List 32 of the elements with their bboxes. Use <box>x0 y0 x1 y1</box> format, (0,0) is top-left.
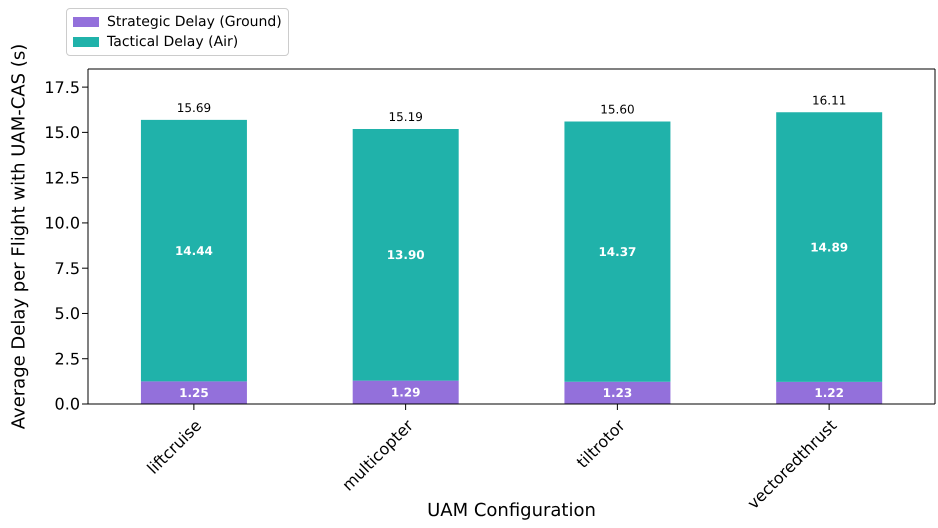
y-tick-label: 12.5 <box>44 168 80 188</box>
total-label: 15.69 <box>176 100 212 115</box>
bar <box>564 122 670 382</box>
data-label: 14.89 <box>810 240 848 254</box>
bar <box>776 112 882 382</box>
data-label: 1.23 <box>602 386 632 400</box>
y-tick-label: 7.5 <box>54 258 80 278</box>
bar <box>776 382 882 404</box>
bar <box>352 380 459 404</box>
data-label: 13.90 <box>386 248 425 262</box>
total-label: 15.60 <box>600 102 635 117</box>
total-label: 16.11 <box>812 93 846 108</box>
y-tick-label: 2.5 <box>54 349 80 368</box>
y-tick-label: 5.0 <box>54 304 80 324</box>
y-tick-label: 15.0 <box>44 123 80 142</box>
y-axis-title: Average Delay per Flight with UAM-CAS (s) <box>8 44 30 430</box>
data-label: 1.22 <box>814 386 844 400</box>
data-label: 14.37 <box>598 244 636 259</box>
y-tick-label: 0.0 <box>54 394 80 414</box>
y-tick-label: 17.5 <box>44 78 80 97</box>
y-tick-label: 10.0 <box>44 214 80 233</box>
bar <box>352 128 459 381</box>
bar <box>140 120 247 382</box>
data-label: 14.44 <box>174 244 213 258</box>
bar <box>564 382 670 404</box>
bar <box>140 381 247 404</box>
data-label: 1.29 <box>390 386 420 400</box>
data-label: 1.25 <box>179 386 209 400</box>
legend-label: Tactical Delay (Air) <box>107 33 238 52</box>
legend-label: Strategic Delay (Ground) <box>107 13 282 32</box>
total-label: 15.19 <box>388 110 423 124</box>
x-axis-title: UAM Configuration <box>427 500 596 521</box>
